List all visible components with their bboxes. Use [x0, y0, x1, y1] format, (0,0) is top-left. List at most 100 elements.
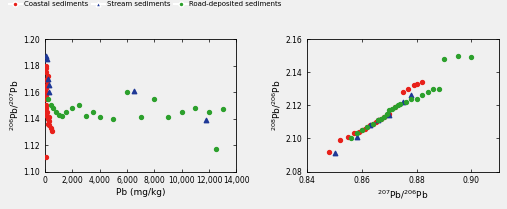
Point — [43, 77, 51, 80]
Point — [57, 114, 65, 118]
Point — [151, 97, 159, 100]
Point — [352, 132, 360, 135]
Point — [434, 87, 443, 90]
Point — [355, 130, 364, 134]
Point — [325, 150, 333, 153]
Point — [43, 84, 51, 87]
Point — [212, 147, 220, 151]
Point — [413, 97, 421, 100]
Point — [383, 113, 391, 117]
Point — [42, 93, 50, 96]
Point — [137, 116, 145, 119]
Point — [396, 102, 405, 105]
Point — [385, 112, 393, 115]
Point — [44, 74, 52, 78]
Point — [43, 55, 51, 58]
Point — [374, 119, 382, 122]
Point — [52, 110, 60, 114]
Point — [383, 112, 391, 115]
Point — [43, 114, 51, 118]
Point — [42, 113, 50, 116]
Point — [110, 117, 118, 120]
Point — [388, 107, 396, 110]
Point — [380, 115, 388, 119]
Point — [47, 126, 55, 130]
Point — [440, 57, 448, 61]
Point — [42, 90, 50, 94]
Point — [413, 82, 421, 85]
Point — [42, 106, 50, 110]
Point — [45, 90, 53, 94]
Point — [372, 120, 380, 124]
Point — [45, 124, 53, 127]
Point — [42, 97, 50, 100]
Point — [377, 117, 385, 120]
Point — [44, 122, 52, 126]
Point — [454, 54, 462, 57]
Point — [96, 116, 104, 119]
Point — [336, 138, 344, 142]
Point — [391, 105, 399, 109]
Point — [43, 70, 51, 74]
Point — [364, 125, 372, 129]
Point — [130, 89, 138, 92]
Point — [402, 100, 410, 104]
Point — [219, 108, 227, 111]
Point — [418, 80, 426, 84]
Point — [407, 97, 415, 100]
Point — [49, 106, 57, 110]
Point — [178, 110, 186, 114]
Point — [44, 117, 52, 120]
Point — [391, 105, 399, 109]
Point — [191, 106, 199, 110]
Point — [364, 125, 372, 129]
Point — [423, 90, 431, 94]
Point — [369, 122, 377, 125]
Point — [467, 56, 476, 59]
Point — [377, 117, 385, 120]
Point — [42, 155, 50, 159]
Point — [75, 104, 83, 107]
Point — [350, 132, 358, 135]
X-axis label: $^{207}$Pb/$^{206}$Pb: $^{207}$Pb/$^{206}$Pb — [377, 188, 429, 201]
Point — [360, 127, 369, 130]
X-axis label: Pb (mg/kg): Pb (mg/kg) — [116, 188, 165, 197]
Point — [43, 80, 51, 83]
Point — [48, 129, 56, 132]
Point — [366, 124, 374, 127]
Point — [205, 110, 213, 114]
Point — [374, 119, 382, 122]
Point — [43, 86, 51, 90]
Point — [418, 94, 426, 97]
Point — [366, 124, 374, 127]
Point — [45, 116, 53, 119]
Y-axis label: $^{208}$Pb/$^{206}$Pb: $^{208}$Pb/$^{206}$Pb — [271, 80, 283, 131]
Point — [385, 113, 393, 117]
Point — [44, 77, 52, 80]
Legend: Coastal sediments, Stream sediments, Road-deposited sediments: Coastal sediments, Stream sediments, Roa… — [9, 1, 281, 7]
Point — [202, 118, 210, 122]
Point — [45, 84, 53, 87]
Point — [344, 135, 352, 139]
Point — [55, 113, 63, 116]
Point — [374, 119, 382, 122]
Point — [347, 137, 355, 140]
Point — [405, 87, 413, 90]
Point — [47, 104, 55, 107]
Point — [123, 90, 131, 94]
Point — [358, 129, 366, 132]
Point — [82, 114, 90, 118]
Point — [68, 106, 77, 110]
Y-axis label: $^{206}$Pb/$^{207}$Pb: $^{206}$Pb/$^{207}$Pb — [8, 80, 21, 131]
Point — [358, 129, 366, 132]
Point — [43, 110, 51, 114]
Point — [399, 100, 407, 104]
Point — [45, 120, 53, 123]
Point — [89, 110, 97, 114]
Point — [61, 110, 69, 114]
Point — [407, 94, 415, 97]
Point — [44, 97, 52, 100]
Point — [42, 66, 50, 70]
Point — [429, 87, 437, 90]
Point — [399, 90, 407, 94]
